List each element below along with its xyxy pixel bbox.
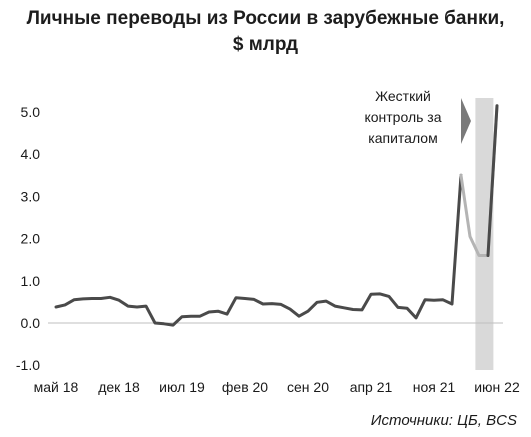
x-tick-label: май 18 (34, 379, 79, 395)
chart-title-line-1: Личные переводы из России в зарубежные б… (26, 8, 505, 29)
annotation-text-line: Жесткий (375, 88, 431, 104)
x-tick-label: дек 18 (98, 379, 140, 395)
y-tick-label: -1.0 (16, 357, 40, 373)
x-tick-label: сен 20 (287, 379, 329, 395)
y-tick-label: 3.0 (21, 188, 41, 204)
annotation-arrow (461, 98, 471, 144)
y-tick-label: 5.0 (21, 104, 41, 120)
source-note: Источники: ЦБ, BCS (370, 412, 517, 429)
y-tick-label: 1.0 (21, 273, 41, 289)
y-tick-label: 0.0 (21, 315, 41, 331)
series-line-1 (54, 173, 463, 327)
y-tick-label: 4.0 (21, 146, 41, 162)
x-tick-label: июл 19 (159, 379, 205, 395)
annotation-text-line: капиталом (368, 130, 437, 146)
chart-title: Личные переводы из России в зарубежные б… (0, 6, 531, 58)
y-tick-label: 2.0 (21, 231, 41, 247)
x-tick-label: ноя 21 (413, 379, 456, 395)
series-line-3 (486, 104, 499, 257)
x-tick-label: апр 21 (350, 379, 393, 395)
annotation-text-line: контроль за (364, 109, 441, 125)
chart-title-line-2: $ млрд (232, 34, 299, 55)
x-tick-label: фев 20 (222, 379, 268, 395)
capital-control-band (475, 98, 494, 370)
x-tick-label: июн 22 (474, 379, 520, 395)
